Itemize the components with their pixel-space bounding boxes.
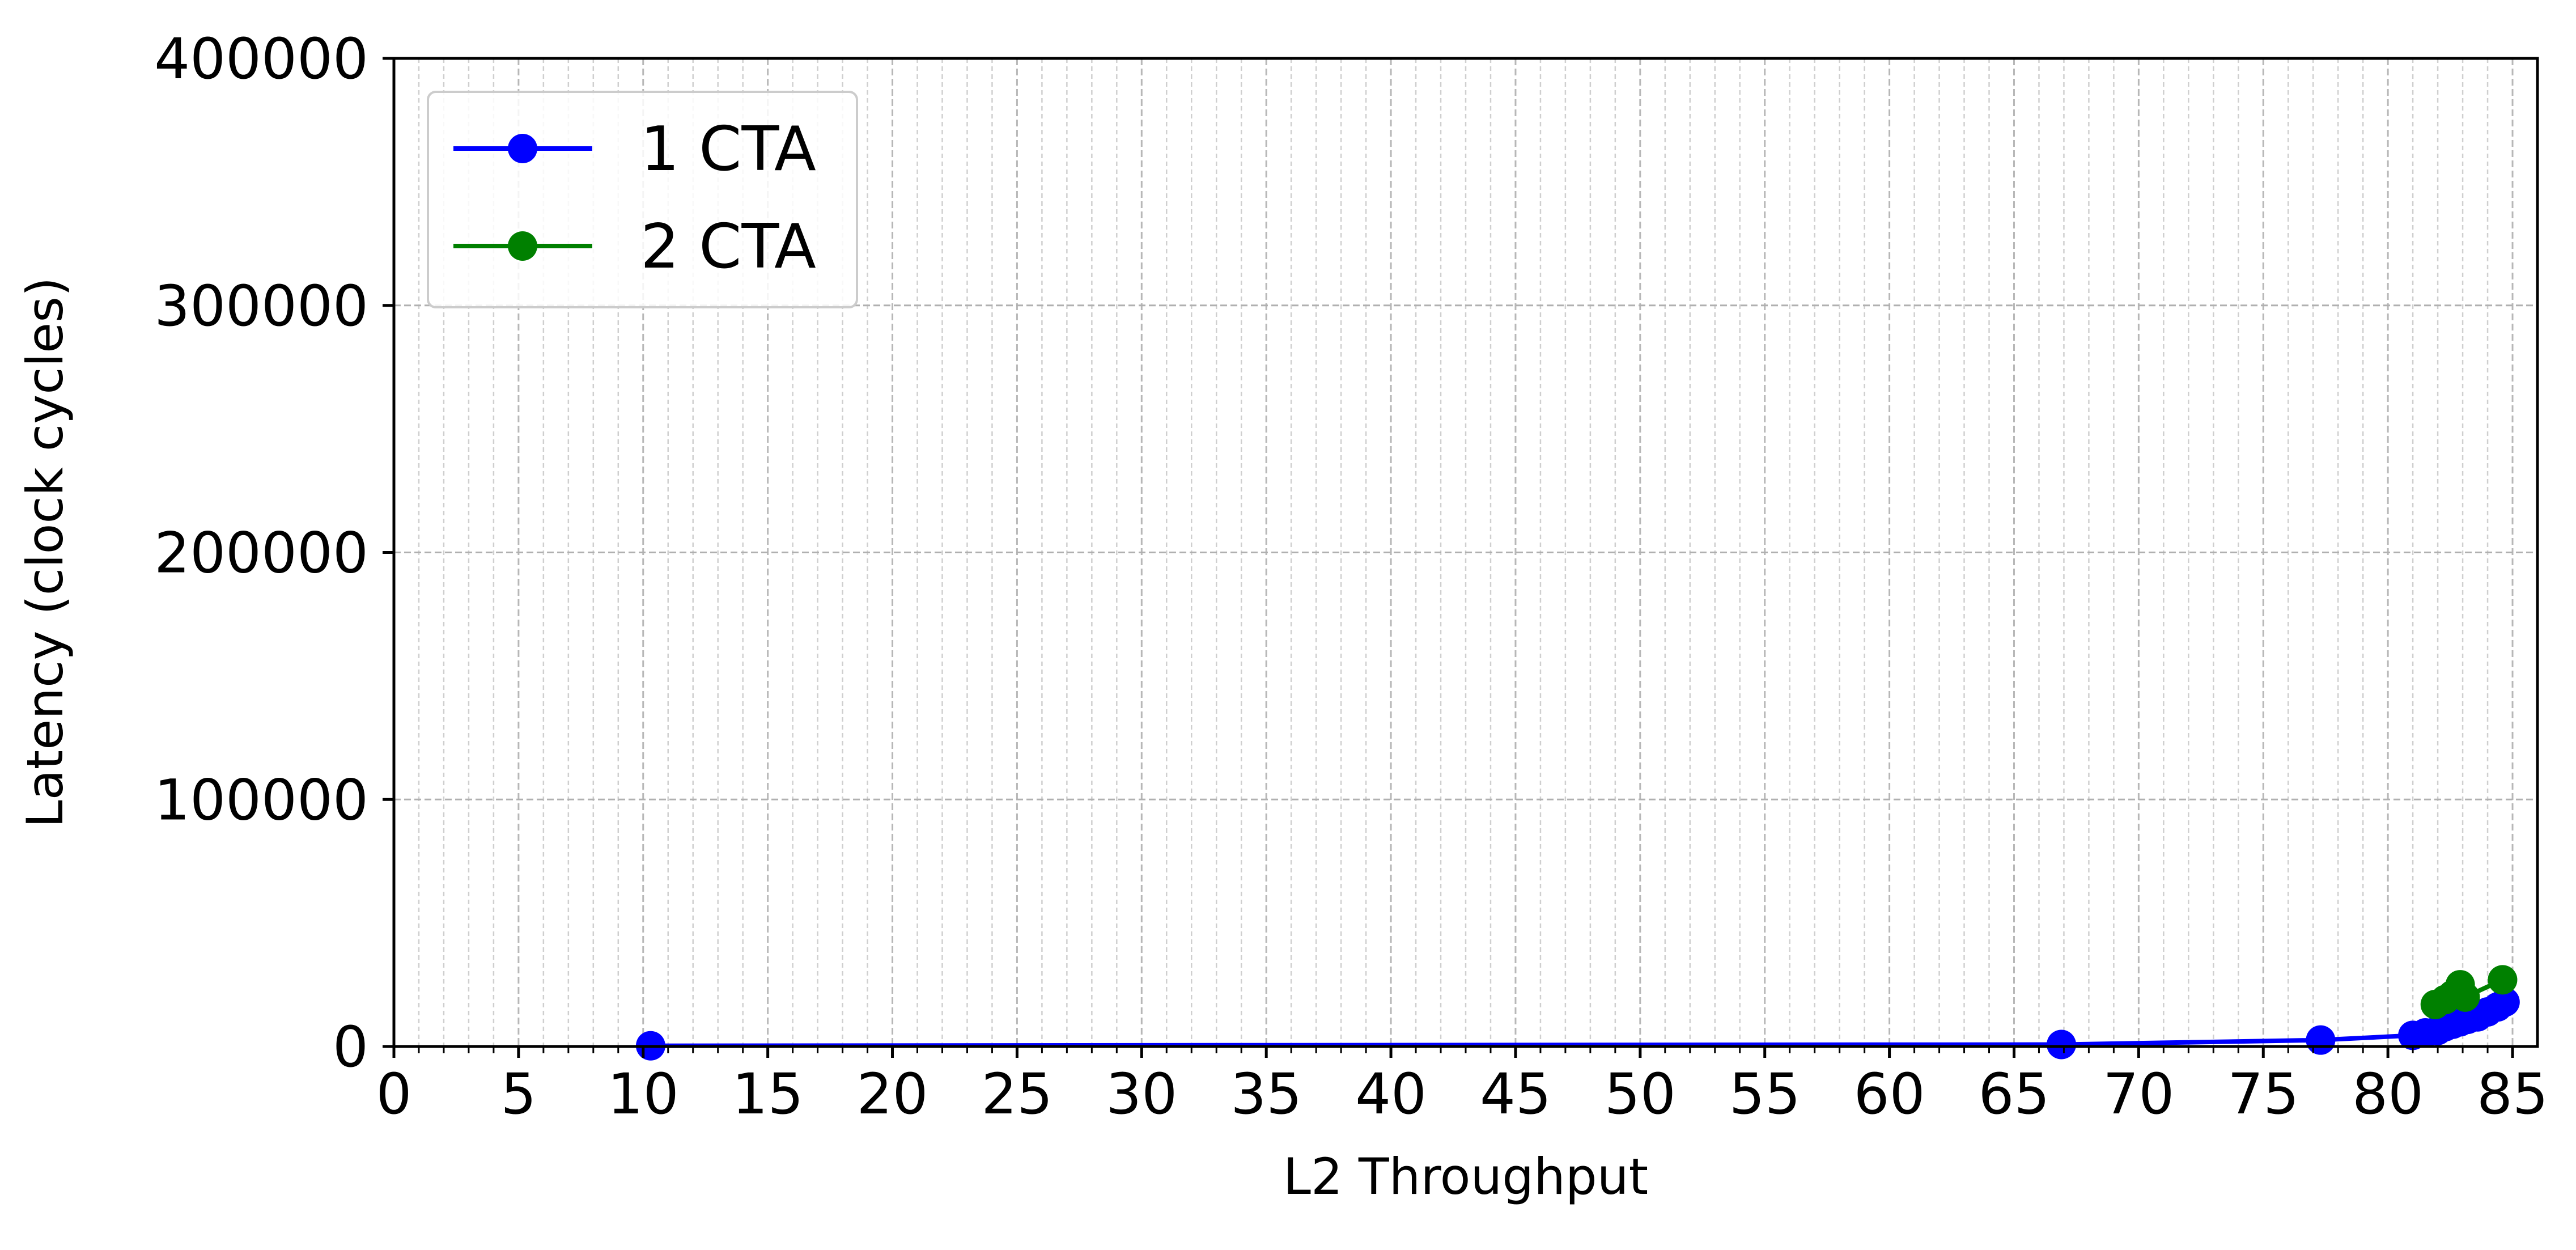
legend: 1 CTA 2 CTA <box>427 91 858 308</box>
legend-entry: 1 CTA <box>453 114 816 185</box>
x-tick-label: 40 <box>1355 1062 1427 1127</box>
data-point <box>2306 1025 2336 1055</box>
x-tick-label: 75 <box>2227 1062 2299 1127</box>
y-tick-label: 0 <box>333 1015 368 1080</box>
y-axis-title: Latency (clock cycles) <box>16 277 74 828</box>
data-point <box>2490 987 2520 1017</box>
legend-entries: 1 CTA 2 CTA <box>453 114 816 282</box>
x-axis-title: L2 Throughput <box>1283 1147 1648 1206</box>
x-tick-label: 10 <box>608 1062 679 1127</box>
legend-marker <box>508 134 537 163</box>
x-tick-label: 65 <box>1978 1062 2049 1127</box>
legend-label: 1 CTA <box>640 114 816 185</box>
x-tick-label: 25 <box>981 1062 1053 1127</box>
x-tick-label: 30 <box>1106 1062 1177 1127</box>
series-2 <box>2420 965 2518 1019</box>
x-tick-label: 45 <box>1480 1062 1551 1127</box>
x-tick-label: 0 <box>376 1062 412 1127</box>
x-tick-label: 15 <box>732 1062 804 1127</box>
x-tick-label: 35 <box>1230 1062 1302 1127</box>
grid <box>394 58 2537 1046</box>
y-tick-label: 100000 <box>154 768 368 833</box>
x-tick-label: 70 <box>2103 1062 2174 1127</box>
plot-series <box>635 965 2520 1061</box>
x-tick-label: 50 <box>1605 1062 1676 1127</box>
series-line <box>648 999 2507 1048</box>
x-tick-label: 60 <box>1854 1062 1925 1127</box>
series-1 <box>635 987 2520 1061</box>
y-tick-label: 400000 <box>154 27 368 92</box>
data-point <box>2047 1029 2077 1060</box>
axis-ticks: 0 5 10 15 20 25 30 35 40 45 50 55 60 65 70 75 80 85 0 10000… <box>154 27 2548 1127</box>
x-tick-label: 20 <box>857 1062 928 1127</box>
legend-label: 2 CTA <box>640 211 816 282</box>
data-point <box>2488 965 2518 995</box>
y-tick-label: 200000 <box>154 521 368 586</box>
x-tick-label: 80 <box>2352 1062 2424 1127</box>
x-tick-label: 85 <box>2477 1062 2548 1127</box>
x-tick-label: 55 <box>1729 1062 1801 1127</box>
x-tick-label: 5 <box>500 1062 536 1127</box>
legend-entry: 2 CTA <box>453 211 816 282</box>
data-point <box>2450 982 2480 1012</box>
y-tick-label: 300000 <box>154 274 368 339</box>
legend-marker <box>508 231 537 261</box>
